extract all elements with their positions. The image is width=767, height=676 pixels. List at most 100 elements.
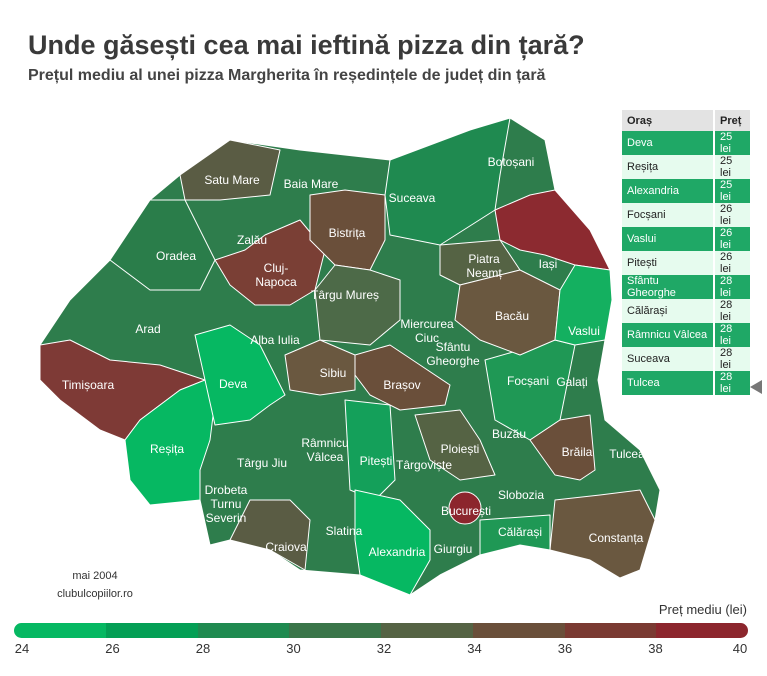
price-cell: 28 lei	[714, 371, 752, 395]
city-cell: Vaslui	[622, 227, 715, 251]
county-bucuresti	[448, 491, 482, 525]
scroll-arrow-icon[interactable]	[750, 380, 762, 394]
map-label: Deva	[218, 377, 248, 391]
map-label: Oradea	[155, 249, 197, 263]
table-row: Deva 25 lei	[622, 131, 752, 155]
county-constanta	[549, 489, 656, 579]
map-label: Tulcea	[609, 447, 645, 461]
map-label: Vaslui	[568, 324, 600, 338]
map-label: Focșani	[506, 374, 550, 388]
city-cell: Pitești	[622, 251, 715, 275]
legend-swatch	[197, 623, 290, 638]
county-brasov	[354, 344, 451, 411]
table-row: Râmnicu Vâlcea 28 lei	[622, 323, 752, 347]
map-label: Buzău	[491, 427, 527, 441]
map-label: Giurgiu	[433, 542, 473, 556]
legend-swatch	[472, 623, 565, 638]
city-cell: Suceava	[622, 347, 715, 371]
map-label: Alba Iulia	[250, 333, 300, 347]
county-braila	[529, 414, 596, 481]
map-label: Sibiu	[319, 366, 347, 380]
city-cell: Focșani	[622, 203, 715, 227]
map-label: Râmnicu Vâlcea	[301, 436, 349, 464]
price-cell: 25 lei	[714, 131, 752, 155]
legend-swatch	[564, 623, 657, 638]
table-row: Călărași 28 lei	[622, 299, 752, 323]
map-label: Craiova	[265, 540, 307, 554]
map-label: Reșița	[149, 442, 185, 456]
city-cell: Reșița	[622, 155, 715, 179]
county-calarasi	[479, 514, 551, 556]
legend-tick: 40	[732, 641, 748, 656]
map-label: Bacău	[494, 309, 530, 323]
page-title: Unde găsești cea mai ieftină pizza din ț…	[28, 30, 585, 60]
legend-swatch	[14, 623, 106, 638]
legend-tick: 28	[195, 641, 211, 656]
map-label: Slobozia	[497, 488, 545, 502]
county-prahova	[414, 409, 496, 481]
city-cell: Sfântu Gheorghe	[622, 275, 715, 299]
page-subtitle: Prețul mediu al unei pizza Margherita în…	[28, 67, 546, 84]
legend-tick: 36	[557, 641, 573, 656]
price-cell: 28 lei	[714, 323, 752, 347]
price-cell: 28 lei	[714, 275, 752, 299]
legend-tick: 38	[648, 641, 663, 656]
legend-swatch	[656, 623, 748, 638]
price-cell: 26 lei	[714, 227, 752, 251]
map-label: Piatra Neamț	[466, 252, 502, 280]
map-label: Brașov	[383, 378, 421, 392]
city-cell: Râmnicu Vâlcea	[622, 323, 715, 347]
map-label: Ploiești	[440, 442, 480, 456]
county-teleorman	[354, 489, 431, 596]
map-label: Alexandria	[368, 545, 426, 559]
price-cell: 28 lei	[714, 347, 752, 371]
county-bacau	[454, 269, 561, 356]
legend-tick: 32	[376, 641, 392, 656]
table-row: Reșița 25 lei	[622, 155, 752, 179]
county-sibiu	[284, 339, 356, 396]
map-label: Târgu Jiu	[236, 456, 288, 470]
legend-swatch	[105, 623, 198, 638]
map-label: Cluj-Napoca	[255, 261, 297, 289]
map-label: Iași	[538, 257, 558, 271]
map-label: Satu Mare	[204, 173, 260, 187]
source-date: mai 2004	[72, 570, 118, 582]
map-label: Miercurea Ciuc	[400, 317, 454, 345]
map-label: Galați	[556, 375, 588, 389]
table-row: Pitești 26 lei	[622, 251, 752, 275]
price-cell: 26 lei	[714, 251, 752, 275]
map-label: Călărași	[497, 525, 543, 539]
legend-swatch	[289, 623, 381, 638]
county-pitesti	[344, 399, 396, 501]
legend-swatch	[381, 623, 473, 638]
map-label: Târgoviște	[395, 458, 453, 472]
map-label: Pitești	[359, 454, 393, 468]
legend-color-bar	[14, 623, 748, 638]
table-row: Alexandria 25 lei	[622, 179, 752, 203]
price-cell: 25 lei	[714, 155, 752, 179]
table-row: Tulcea 28 lei	[622, 371, 752, 395]
map-label: Bistrița	[328, 226, 366, 240]
table-row: Sfântu Gheorghe 28 lei	[622, 275, 752, 299]
legend-title: Preț mediu (lei)	[658, 602, 747, 617]
table-row: Suceava 28 lei	[622, 347, 752, 371]
map-label: Drobeta Turnu Severin	[204, 483, 248, 525]
city-cell: Alexandria	[622, 179, 715, 203]
county-mures	[314, 264, 401, 346]
col-header-city: Oraș	[622, 110, 715, 131]
price-cell: 25 lei	[714, 179, 752, 203]
map-label: Târgu Mureș	[310, 288, 380, 302]
map-label: București	[440, 504, 492, 518]
county-hunedoara	[194, 324, 286, 426]
county-satu-mare	[179, 139, 281, 201]
map-label: Constanța	[588, 531, 644, 545]
legend-tick: 26	[105, 641, 120, 656]
county-cluj	[214, 219, 326, 306]
county-dolj	[229, 499, 311, 571]
price-cell: 26 lei	[714, 203, 752, 227]
city-cell: Tulcea	[622, 371, 715, 395]
map-label: Botoșani	[487, 155, 535, 169]
price-cell: 28 lei	[714, 299, 752, 323]
map-label: Slatina	[325, 524, 363, 538]
